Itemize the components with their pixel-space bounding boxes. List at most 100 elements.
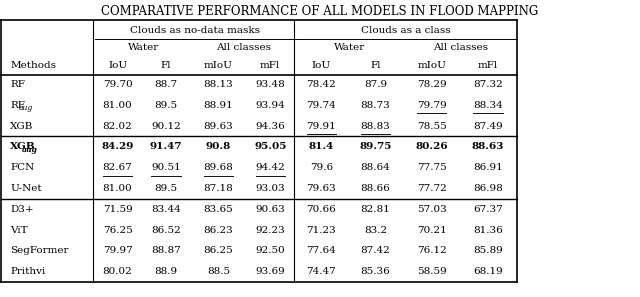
Text: aug: aug: [19, 104, 33, 112]
Text: COMPARATIVE PERFORMANCE OF ALL MODELS IN FLOOD MAPPING: COMPARATIVE PERFORMANCE OF ALL MODELS IN…: [101, 5, 539, 18]
Text: mIoU: mIoU: [417, 61, 446, 70]
Text: 68.19: 68.19: [473, 267, 503, 276]
Text: 79.97: 79.97: [102, 247, 132, 255]
Text: 88.83: 88.83: [361, 121, 390, 130]
Text: 83.65: 83.65: [204, 205, 234, 214]
Text: 82.67: 82.67: [102, 163, 132, 172]
Text: IoU: IoU: [108, 61, 127, 70]
Text: 90.8: 90.8: [206, 142, 231, 151]
Text: 87.32: 87.32: [473, 80, 503, 89]
Text: All classes: All classes: [216, 43, 271, 53]
Text: 78.42: 78.42: [307, 80, 336, 89]
Text: IoU: IoU: [312, 61, 331, 70]
Text: 87.18: 87.18: [204, 184, 234, 193]
Text: 89.5: 89.5: [154, 101, 178, 110]
Text: RF: RF: [10, 101, 25, 110]
Text: 67.37: 67.37: [473, 205, 503, 214]
Text: 87.42: 87.42: [361, 247, 390, 255]
Text: 86.91: 86.91: [473, 163, 503, 172]
Text: 79.74: 79.74: [307, 101, 336, 110]
Text: ViT: ViT: [10, 226, 28, 235]
Text: 88.73: 88.73: [361, 101, 390, 110]
Text: mFl: mFl: [260, 61, 280, 70]
Text: 86.25: 86.25: [204, 247, 234, 255]
Text: SegFormer: SegFormer: [10, 247, 68, 255]
Text: 89.75: 89.75: [360, 142, 392, 151]
Text: 57.03: 57.03: [417, 205, 447, 214]
Text: RF: RF: [10, 80, 25, 89]
Text: 88.5: 88.5: [207, 267, 230, 276]
Text: 90.12: 90.12: [151, 121, 181, 130]
Text: 89.68: 89.68: [204, 163, 234, 172]
Text: 76.25: 76.25: [102, 226, 132, 235]
Text: 78.29: 78.29: [417, 80, 447, 89]
Text: 79.6: 79.6: [310, 163, 333, 172]
Text: 80.26: 80.26: [415, 142, 448, 151]
Text: 88.13: 88.13: [204, 80, 234, 89]
Text: 77.75: 77.75: [417, 163, 447, 172]
Text: 92.23: 92.23: [255, 226, 285, 235]
Text: mFl: mFl: [478, 61, 498, 70]
Text: Fl: Fl: [161, 61, 172, 70]
Text: 90.63: 90.63: [255, 205, 285, 214]
Text: FCN: FCN: [10, 163, 35, 172]
Text: 76.12: 76.12: [417, 247, 447, 255]
Text: 81.4: 81.4: [308, 142, 334, 151]
Text: 94.42: 94.42: [255, 163, 285, 172]
Text: Fl: Fl: [371, 61, 381, 70]
Text: 85.89: 85.89: [473, 247, 503, 255]
Text: XGB: XGB: [10, 142, 36, 151]
Text: 83.2: 83.2: [364, 226, 387, 235]
Text: 88.66: 88.66: [361, 184, 390, 193]
Text: 95.05: 95.05: [254, 142, 286, 151]
Text: 88.91: 88.91: [204, 101, 234, 110]
Text: Methods: Methods: [10, 61, 56, 70]
Text: 93.94: 93.94: [255, 101, 285, 110]
Text: 89.63: 89.63: [204, 121, 234, 130]
Text: 88.63: 88.63: [472, 142, 504, 151]
Text: 90.51: 90.51: [151, 163, 181, 172]
Text: 88.7: 88.7: [154, 80, 178, 89]
Text: 79.63: 79.63: [307, 184, 336, 193]
Text: 79.70: 79.70: [102, 80, 132, 89]
Text: 88.9: 88.9: [154, 267, 178, 276]
Text: 83.44: 83.44: [151, 205, 181, 214]
Text: 70.21: 70.21: [417, 226, 447, 235]
Text: Clouds as a class: Clouds as a class: [362, 26, 451, 35]
Text: 70.66: 70.66: [307, 205, 336, 214]
Text: 81.36: 81.36: [473, 226, 503, 235]
Text: 87.9: 87.9: [364, 80, 387, 89]
Text: Prithvi: Prithvi: [10, 267, 45, 276]
Text: 79.91: 79.91: [307, 121, 336, 130]
Text: 81.00: 81.00: [102, 101, 132, 110]
Text: Clouds as no-data masks: Clouds as no-data masks: [131, 26, 260, 35]
Text: 87.49: 87.49: [473, 121, 503, 130]
Text: 86.23: 86.23: [204, 226, 234, 235]
Text: 71.59: 71.59: [102, 205, 132, 214]
Text: 93.48: 93.48: [255, 80, 285, 89]
Text: 89.5: 89.5: [154, 184, 178, 193]
Text: 77.72: 77.72: [417, 184, 447, 193]
Text: 93.69: 93.69: [255, 267, 285, 276]
Text: 94.36: 94.36: [255, 121, 285, 130]
Text: 88.64: 88.64: [361, 163, 390, 172]
Text: 86.52: 86.52: [151, 226, 181, 235]
Text: 58.59: 58.59: [417, 267, 447, 276]
Text: U-Net: U-Net: [10, 184, 42, 193]
Text: 88.34: 88.34: [473, 101, 503, 110]
Text: 82.02: 82.02: [102, 121, 132, 130]
Text: XGB: XGB: [10, 121, 34, 130]
Text: 79.79: 79.79: [417, 101, 447, 110]
Text: 84.29: 84.29: [101, 142, 134, 151]
Text: 77.64: 77.64: [307, 247, 336, 255]
Text: 74.47: 74.47: [307, 267, 336, 276]
Text: 92.50: 92.50: [255, 247, 285, 255]
Text: All classes: All classes: [433, 43, 488, 53]
Text: 91.47: 91.47: [150, 142, 182, 151]
Text: 82.81: 82.81: [361, 205, 390, 214]
Text: 71.23: 71.23: [307, 226, 336, 235]
Text: mIoU: mIoU: [204, 61, 233, 70]
Text: Water: Water: [334, 43, 365, 53]
Text: 85.36: 85.36: [361, 267, 390, 276]
Text: 81.00: 81.00: [102, 184, 132, 193]
